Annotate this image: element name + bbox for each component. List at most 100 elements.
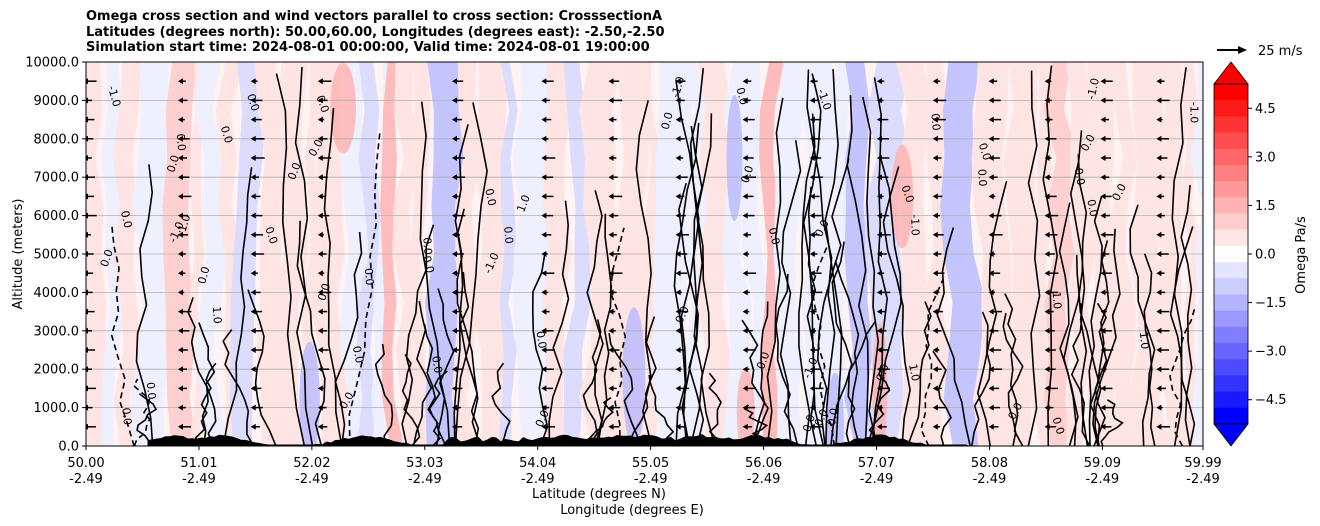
wind-arrow-head <box>809 212 815 219</box>
x-axis-label-latitude: Latitude (degrees N) <box>532 487 666 502</box>
wind-arrow-head <box>250 135 256 142</box>
wind-arrow-head <box>876 116 882 123</box>
wind-arrow-head <box>876 155 882 161</box>
contour-label: 0.0 <box>315 282 333 303</box>
x-tick-label-lon: -2.49 <box>1086 472 1120 487</box>
contour-label: 1.0 <box>514 193 532 214</box>
x-tick-label-lon: -2.49 <box>860 472 894 487</box>
title-line-1: Omega cross section and wind vectors par… <box>86 9 663 24</box>
chart-title: Omega cross section and wind vectors par… <box>86 9 665 56</box>
contour-label: 0.0 <box>429 355 445 374</box>
wind-arrow-head <box>932 385 938 392</box>
contour-line <box>1180 185 1193 446</box>
contour-line <box>597 213 612 446</box>
wind-arrow-head <box>1100 423 1106 430</box>
colorbar-level <box>1214 84 1248 101</box>
colorbar-level <box>1214 407 1248 425</box>
wind-arrow-head <box>452 385 457 392</box>
wind-arrow-head <box>452 231 457 238</box>
wind-arrow-head <box>1100 347 1106 353</box>
wind-arrow-head <box>452 193 457 200</box>
contour-label: 0.0 <box>362 267 376 286</box>
wind-arrow-head <box>1100 135 1106 142</box>
wind-arrow-head <box>250 116 256 123</box>
wind-arrow-head <box>178 366 183 373</box>
wind-arrow-head <box>988 347 994 353</box>
wind-arrow-head <box>1156 193 1162 200</box>
contour-line <box>681 67 705 446</box>
wind-arrow-head <box>1156 327 1162 334</box>
wind-arrow-head <box>452 308 457 315</box>
wind-arrow-head <box>608 423 614 430</box>
wind-arrow-head <box>317 174 323 181</box>
contour-line <box>1171 67 1187 446</box>
colorbar-level <box>1214 343 1248 360</box>
wind-arrow-head <box>452 174 457 181</box>
y-tick-label: 9000.0 <box>34 94 80 109</box>
wind-arrow-head <box>541 174 547 181</box>
contour-line <box>334 231 363 446</box>
wind-arrow-head <box>932 270 938 277</box>
x-tick-label-lat: 55.05 <box>632 456 669 471</box>
wind-arrow-head <box>988 97 994 104</box>
wind-arrow-head <box>1100 308 1106 315</box>
wind-arrow-head <box>452 135 457 142</box>
contour-label: 0.0 <box>1072 167 1088 186</box>
wind-arrow-head <box>742 270 748 277</box>
wind-arrow-head <box>1044 135 1050 142</box>
wind-arrow-head <box>742 135 748 142</box>
contour-line <box>845 321 876 446</box>
wind-arrow-head <box>809 231 815 238</box>
wind-arrow-head <box>608 404 614 411</box>
contour-line <box>1143 253 1156 446</box>
wind-arrow-head <box>608 212 614 219</box>
wind-arrow-head <box>541 97 547 104</box>
wind-arrow-head <box>250 347 256 353</box>
contour-label: 0.0 <box>195 265 212 285</box>
wind-arrow-head <box>932 116 938 123</box>
wind-arrow-head <box>742 423 748 430</box>
contour-line <box>806 186 818 446</box>
contour-line <box>971 311 992 446</box>
wind-arrow-head <box>1156 308 1162 315</box>
contour-line <box>1027 70 1041 446</box>
contour-label: 0.0 <box>285 161 303 182</box>
omega-patch <box>622 307 646 446</box>
wind-arrow-head <box>452 270 457 277</box>
x-tick-label-lon: -2.49 <box>973 472 1007 487</box>
wind-arrow-head <box>742 347 748 353</box>
wind-arrow-head <box>1100 78 1106 85</box>
contour-line <box>275 73 306 446</box>
wind-arrow-head <box>675 155 681 161</box>
wind-arrow-head <box>541 423 547 430</box>
wind-arrow-head <box>809 97 815 104</box>
wind-arrow-head <box>541 366 547 373</box>
wind-arrow-head <box>809 385 815 392</box>
wind-arrow-head <box>675 347 681 353</box>
contour-line <box>136 393 158 446</box>
contour-line <box>531 253 549 446</box>
wind-arrow-head <box>250 193 256 200</box>
contour-label: 0.0 <box>874 362 892 383</box>
contour-line <box>802 73 825 446</box>
contour-line <box>626 316 657 446</box>
wind-arrow-head <box>1156 116 1162 123</box>
colorbar-tick-label: −1.5 <box>1255 296 1287 311</box>
wind-arrow-head <box>541 270 547 277</box>
contour-line <box>548 200 570 446</box>
contour-label: -1.0 <box>1187 102 1200 123</box>
wind-arrow-head <box>178 289 183 296</box>
wind-arrow-head <box>317 308 323 315</box>
omega-band <box>356 62 381 446</box>
contour-line <box>798 113 816 446</box>
wind-arrow-head <box>250 404 256 411</box>
contour-line <box>1002 313 1024 446</box>
wind-arrow-head <box>541 347 547 353</box>
wind-arrow-head <box>932 212 938 219</box>
wind-arrow-head <box>1156 135 1162 142</box>
wind-arrow-head <box>317 116 323 123</box>
omega-band <box>1180 62 1203 446</box>
contour-label: 0.0 <box>420 254 437 274</box>
wind-arrow-head <box>452 251 457 257</box>
wind-arrow-head <box>452 97 457 104</box>
